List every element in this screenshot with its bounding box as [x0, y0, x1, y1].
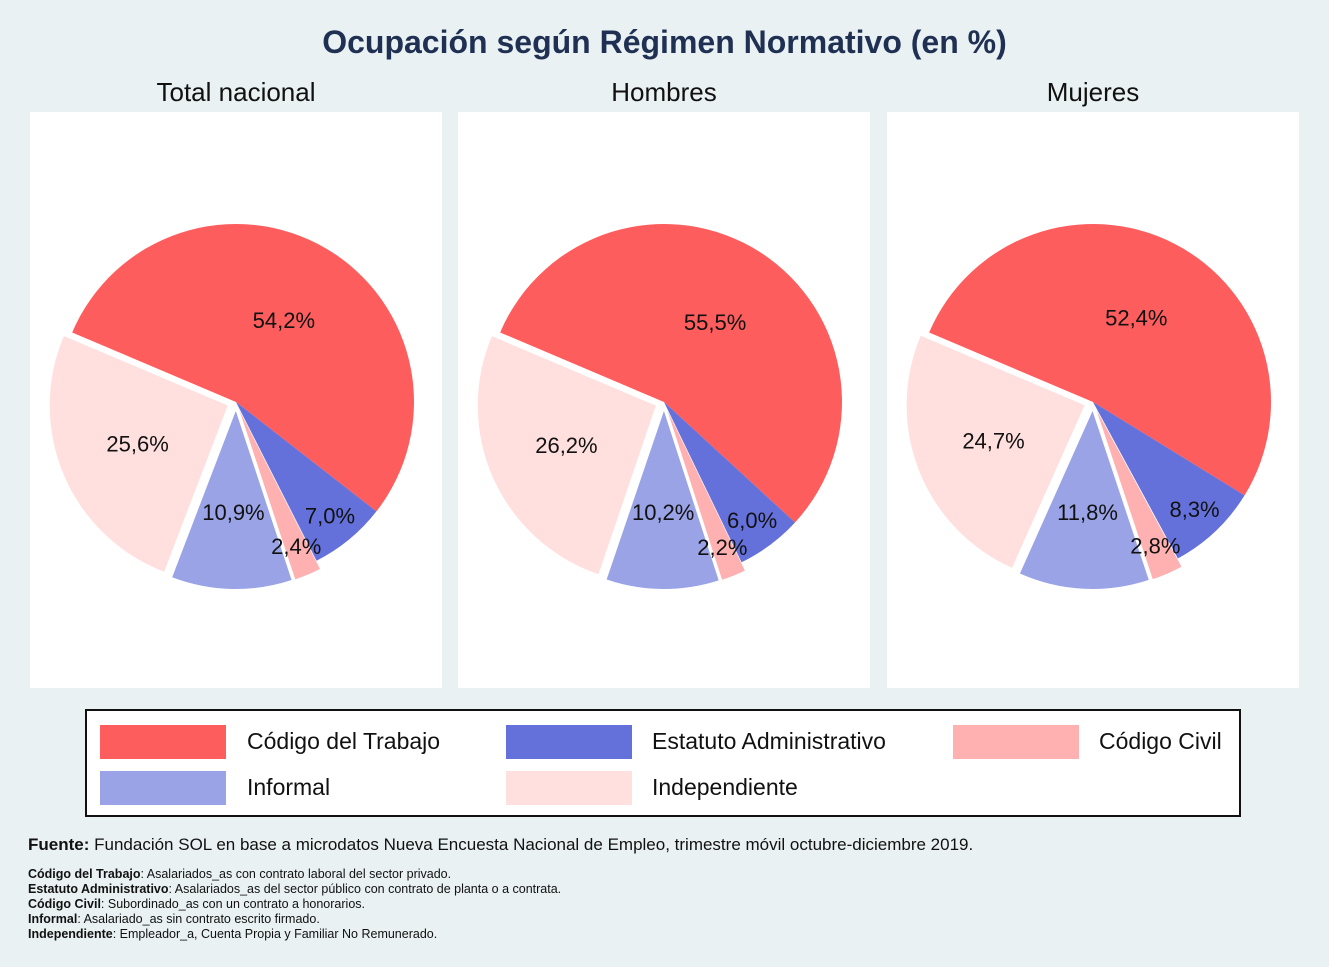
pie-slice-codigo-civil — [667, 410, 745, 580]
pie-title-mujeres: Mujeres — [1046, 77, 1140, 107]
pie-label-codigo-trabajo: 55,5% — [684, 310, 746, 335]
pie-label-independiente: 26,2% — [535, 433, 597, 458]
pie-label-codigo-civil: 2,4% — [271, 534, 321, 559]
legend-label-codigo-civil: Código Civil — [1099, 728, 1222, 754]
pie-label-independiente: 25,6% — [106, 431, 168, 456]
legend-swatch-codigo-civil — [953, 725, 1079, 759]
definition-text: : Asalariados_as del sector público con … — [168, 882, 562, 896]
source-note: Fuente: Fundación SOL en base a microdat… — [28, 835, 973, 855]
definition-text: : Empleador_a, Cuenta Propia y Familiar … — [112, 927, 438, 941]
pie-slice-codigo-trabajo — [500, 224, 842, 523]
definition-term: Informal — [28, 912, 78, 926]
pie-panel-total: 54,2% 7,0% 2,4% 10,9% 25,6% — [30, 112, 442, 688]
definition-term: Independiente — [28, 927, 113, 941]
pie-slice-independiente — [477, 336, 656, 575]
pie-label-informal: 10,2% — [632, 500, 694, 525]
pie-title-total: Total nacional — [156, 77, 316, 107]
definition-independiente: Independiente: Empleador_a, Cuenta Propi… — [28, 927, 561, 942]
pie-panel-hombres: 55,5% 6,0% 2,2% 10,2% 26,2% — [458, 112, 870, 688]
pie-label-informal: 11,8% — [1057, 500, 1118, 525]
legend-swatch-independiente — [506, 771, 632, 805]
legend-label-codigo-trabajo: Código del Trabajo — [247, 728, 441, 754]
pie-label-estatuto-administrativo: 8,3% — [1169, 497, 1219, 522]
definition-informal: Informal: Asalariado_as sin contrato esc… — [28, 912, 561, 927]
pie-slice-informal — [1019, 410, 1149, 589]
legend-swatch-informal — [100, 771, 226, 805]
pie-slice-codigo-civil — [239, 410, 320, 580]
pie-chart-total: 54,2% 7,0% 2,4% 10,9% 25,6% — [49, 223, 415, 589]
pie-label-informal: 10,9% — [202, 500, 264, 525]
pie-label-estatuto-administrativo: 6,0% — [727, 508, 777, 533]
pie-slice-estatuto-administrativo — [236, 402, 377, 561]
pie-slice-codigo-trabajo — [72, 223, 415, 512]
pie-panel-mujeres: 52,4% 8,3% 2,8% 11,8% 24,7% — [887, 112, 1299, 688]
definition-term: Código del Trabajo — [28, 867, 141, 881]
pie-chart-hombres: 55,5% 6,0%2,2%10,2% 26,2% — [477, 224, 842, 589]
pie-slice-estatuto-administrativo — [1093, 402, 1245, 559]
definition-text: : Asalariado_as sin contrato escrito fir… — [77, 912, 320, 926]
definition-codigo-trabajo: Código del Trabajo: Asalariados_as con c… — [28, 867, 561, 882]
legend-label-estatuto-administrativo: Estatuto Administrativo — [652, 728, 886, 754]
pie-label-codigo-trabajo: 52,4% — [1105, 306, 1167, 331]
legend-label-informal: Informal — [247, 774, 331, 800]
legend: Código del Trabajo Estatuto Administrati… — [85, 709, 1241, 817]
pie-label-independiente: 24,7% — [962, 429, 1024, 454]
definition-estatuto-administrativo: Estatuto Administrativo: Asalariados_as … — [28, 882, 561, 897]
pie-slice-informal — [172, 410, 292, 589]
definition-text: : Subordinado_as con un contrato a honor… — [100, 897, 365, 911]
definition-codigo-civil: Código Civil: Subordinado_as con un cont… — [28, 897, 561, 912]
definition-term: Estatuto Administrativo — [28, 882, 169, 896]
source-text: Fundación SOL en base a microdatos Nueva… — [89, 835, 974, 854]
pie-slice-codigo-trabajo — [929, 223, 1271, 496]
definitions: Código del Trabajo: Asalariados_as con c… — [28, 867, 561, 942]
pie-slice-independiente — [49, 335, 228, 572]
legend-swatch-codigo-trabajo — [100, 725, 226, 759]
legend-label-independiente: Independiente — [652, 774, 798, 800]
pie-label-estatuto-administrativo: 7,0% — [305, 504, 355, 529]
pie-label-codigo-trabajo: 54,2% — [253, 308, 315, 333]
pie-slice-estatuto-administrativo — [664, 402, 796, 563]
pie-slice-informal — [606, 410, 719, 589]
pie-slice-independiente — [906, 335, 1085, 568]
pie-chart-mujeres: 52,4% 8,3% 2,8% 11,8% 24,7% — [906, 223, 1271, 589]
definition-term: Código Civil — [28, 897, 101, 911]
pie-label-codigo-civil: 2,2% — [697, 535, 747, 560]
pie-title-hombres: Hombres — [611, 77, 717, 107]
chart-title: Ocupación según Régimen Normativo (en %) — [322, 24, 1007, 60]
definition-text: : Asalariados_as con contrato laboral de… — [140, 867, 452, 881]
pie-label-codigo-civil: 2,8% — [1130, 533, 1180, 558]
source-label: Fuente: — [28, 835, 90, 854]
legend-swatch-estatuto-administrativo — [506, 725, 632, 759]
pie-slice-codigo-civil — [1096, 410, 1182, 580]
